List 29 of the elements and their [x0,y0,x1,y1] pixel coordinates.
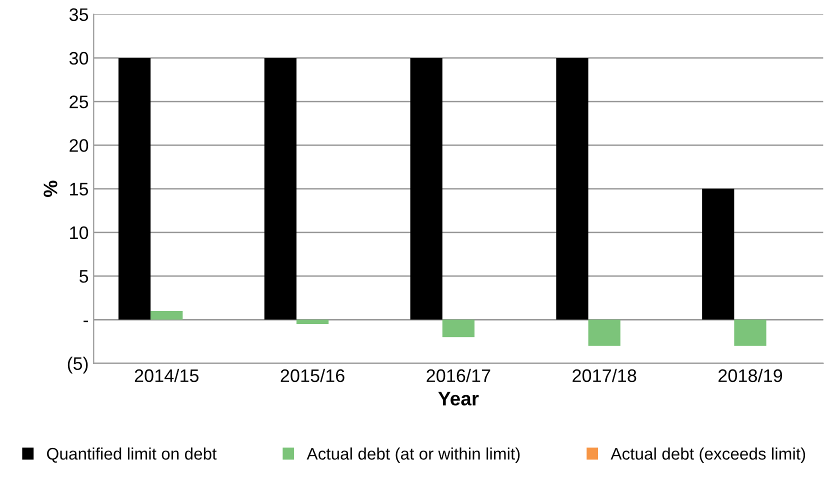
x-tick-label: 2016/17 [426,368,490,382]
y-tick-label: 20 [70,139,88,152]
bar [734,320,766,346]
y-tick-label: - [84,320,88,322]
y-tick-label: (5) [68,356,88,374]
bar [588,320,620,346]
x-tick-label: 2014/15 [134,368,199,382]
bar [556,58,588,320]
y-tick-label: 5 [80,270,88,283]
bar [442,320,474,338]
x-axis-title: Year [438,392,479,406]
legend-label: Actual debt (at or within limit) [306,447,520,463]
legend-label: Quantified limit on debt [47,447,217,463]
bar [410,58,442,320]
bar [296,320,329,324]
y-axis-title: % [44,180,58,197]
y-tick-label: 35 [69,8,88,22]
y-tick-label: 25 [70,96,88,108]
y-tick-label: 30 [69,52,88,65]
bar [264,58,296,320]
bar [118,58,151,320]
x-tick-label: 2018/19 [718,368,782,382]
bar [702,188,734,320]
y-tick-label: 15 [70,182,88,196]
x-tick-label: 2017/18 [572,368,636,382]
legend-label: Actual debt (exceeds limit) [610,447,806,463]
bar [150,310,183,320]
x-tick-label: 2015/16 [280,368,344,382]
y-tick-label: 10 [70,226,88,240]
